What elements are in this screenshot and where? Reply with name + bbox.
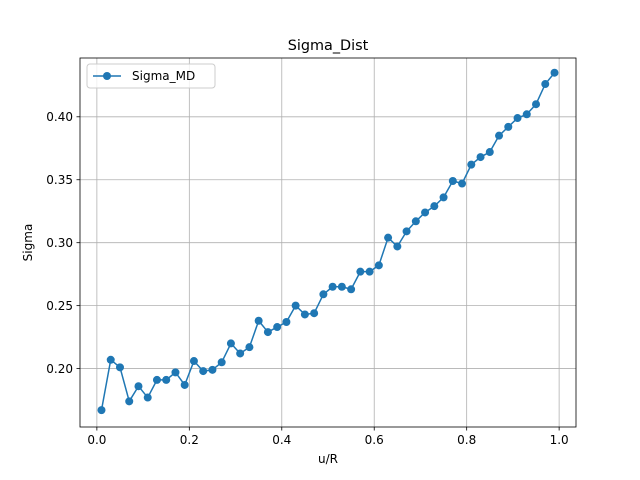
data-point: [217, 358, 226, 367]
x-tick-label: 0.8: [457, 433, 476, 447]
data-point: [125, 397, 134, 406]
data-point: [421, 208, 430, 217]
data-point: [208, 365, 217, 374]
data-point: [106, 355, 115, 364]
data-point: [458, 179, 467, 188]
legend: Sigma_MD: [86, 63, 216, 89]
data-point: [115, 363, 124, 372]
y-tick-label: 0.30: [46, 236, 73, 250]
data-point: [143, 393, 152, 402]
y-axis-title: Sigma: [21, 224, 35, 262]
x-tick-label: 1.0: [550, 433, 569, 447]
data-point: [365, 267, 374, 276]
data-point: [550, 68, 559, 77]
data-point: [485, 148, 494, 157]
data-point: [393, 242, 402, 251]
data-point: [245, 343, 254, 352]
y-tick-label: 0.35: [46, 173, 73, 187]
data-point: [97, 406, 106, 415]
data-point: [152, 375, 161, 384]
data-point: [189, 357, 198, 366]
data-point: [273, 323, 282, 332]
legend-label: Sigma_MD: [132, 69, 195, 83]
data-point: [300, 310, 309, 319]
data-point: [356, 267, 365, 276]
y-tick-label: 0.25: [46, 299, 73, 313]
data-point: [236, 349, 245, 358]
data-point: [532, 100, 541, 109]
data-point: [504, 122, 513, 131]
data-point: [439, 193, 448, 202]
data-point: [402, 227, 411, 236]
data-point: [254, 316, 263, 325]
data-point: [134, 382, 143, 391]
y-tick-label: 0.40: [46, 110, 73, 124]
data-point: [263, 328, 272, 337]
ticks: 0.0 0.2 0.4 0.6 0.8 1.0 0.20 0.25 0.30 0.35 0.40: [46, 110, 568, 447]
x-tick-label: 0.6: [365, 433, 384, 447]
data-point: [199, 367, 208, 376]
data-point: [513, 114, 522, 123]
data-point: [430, 202, 439, 211]
data-point: [319, 290, 328, 299]
data-point: [180, 380, 189, 389]
x-tick-label: 0.4: [272, 433, 291, 447]
chart-title: Sigma_Dist: [288, 38, 369, 54]
data-point: [384, 233, 393, 242]
data-point: [495, 131, 504, 140]
data-point: [411, 217, 420, 226]
data-point: [328, 282, 337, 291]
data-point: [448, 177, 457, 185]
data-point: [282, 318, 291, 327]
data-point: [226, 339, 235, 348]
data-point: [374, 261, 383, 270]
data-point: [541, 80, 550, 89]
data-point: [162, 375, 171, 384]
data-point: [522, 110, 531, 119]
x-tick-label: 0.2: [180, 433, 199, 447]
y-tick-label: 0.20: [46, 362, 73, 376]
data-point: [467, 160, 476, 169]
data-point: [171, 368, 180, 377]
data-point: [310, 309, 319, 318]
series-layer: [97, 68, 559, 415]
legend-marker-sample: [103, 72, 111, 80]
data-point: [347, 285, 356, 294]
grid: [80, 58, 576, 427]
x-tick-label: 0.0: [87, 433, 106, 447]
data-point: [476, 153, 485, 162]
data-point: [291, 301, 300, 310]
data-point: [337, 282, 346, 291]
x-axis-title: u/R: [318, 452, 338, 466]
legend-box: [86, 63, 216, 89]
